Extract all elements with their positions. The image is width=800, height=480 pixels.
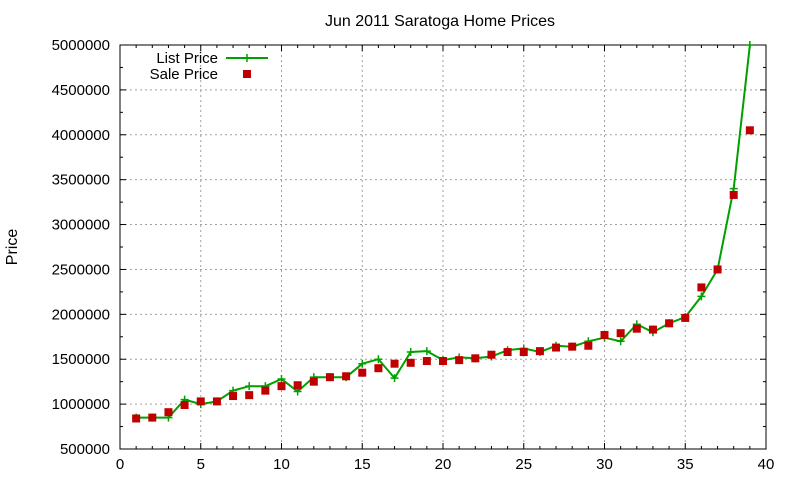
- list-price-point: [374, 355, 383, 364]
- y-tick-label: 3000000: [52, 217, 110, 234]
- sale-price-point: [164, 408, 173, 417]
- sale-price-point: [325, 373, 334, 382]
- sale-price-point: [439, 357, 447, 366]
- y-tick-label: 2000000: [52, 306, 110, 323]
- list-price-point: [277, 374, 286, 383]
- sale-price-point: [713, 265, 722, 274]
- sale-price-point: [180, 401, 189, 410]
- y-tick-label: 1500000: [52, 351, 110, 368]
- sale-price-point: [600, 330, 609, 339]
- series-layer: [132, 41, 754, 423]
- list-price-point: [745, 41, 754, 49]
- legend-swatch-sale-price: [243, 70, 251, 78]
- y-tick-label: 2500000: [52, 261, 110, 278]
- x-tick-label: 20: [435, 456, 452, 473]
- sale-price-point: [552, 343, 561, 352]
- chart-title: Jun 2011 Saratoga Home Prices: [325, 13, 555, 30]
- list-price-point: [697, 292, 706, 301]
- sale-price-point: [245, 391, 254, 400]
- sale-price-point: [148, 413, 157, 422]
- legend-label-sale-price: Sale Price: [150, 66, 218, 83]
- sale-price-point: [519, 348, 528, 357]
- x-tick-label: 30: [596, 456, 613, 473]
- sale-price-point: [212, 397, 221, 406]
- sale-price-point: [487, 350, 496, 359]
- sale-price-point: [309, 377, 318, 386]
- y-tick-label: 4500000: [52, 82, 110, 99]
- legend-marker-list-price: [243, 54, 251, 62]
- sale-price-point: [406, 358, 415, 367]
- sale-price-point: [358, 368, 367, 377]
- sale-price-point: [632, 324, 641, 333]
- x-tick-label: 0: [116, 456, 124, 473]
- plot-frame: [119, 44, 767, 450]
- sale-price-point: [422, 357, 431, 366]
- sale-price-point: [568, 342, 577, 351]
- x-tick-label: 35: [677, 456, 694, 473]
- list-price-point: [422, 347, 431, 356]
- y-tick-label: 5000000: [52, 37, 110, 54]
- grid-layer: [120, 45, 766, 449]
- sale-price-point: [535, 347, 544, 356]
- sale-price-point: [229, 392, 238, 401]
- sale-price-point: [132, 414, 141, 423]
- sale-price-point: [648, 325, 657, 334]
- list-price-point: [406, 348, 415, 357]
- sale-price-point: [697, 283, 706, 292]
- x-tick-label: 25: [515, 456, 532, 473]
- sale-price-point: [729, 190, 738, 199]
- sale-price-point: [503, 348, 512, 357]
- x-tick-label: 40: [758, 456, 775, 473]
- list-price-point: [616, 337, 625, 346]
- list-price-point: [390, 374, 399, 383]
- y-axis-label: Price: [4, 229, 21, 266]
- sale-price-point: [342, 372, 351, 381]
- sale-price-point: [374, 364, 383, 373]
- sale-price-point: [293, 381, 302, 390]
- sale-price-point: [681, 313, 690, 322]
- sale-price-point: [584, 341, 593, 350]
- list-price-point: [245, 382, 254, 391]
- axis-layer: 500000 1000000 1500000 2000000 2500000 300000…: [52, 37, 775, 473]
- sale-price-point: [745, 126, 754, 135]
- x-tick-label: 15: [354, 456, 371, 473]
- x-tick-label: 10: [273, 456, 290, 473]
- sale-price-point: [277, 382, 286, 391]
- sale-price-point: [665, 319, 674, 328]
- x-tick-label: 5: [197, 456, 205, 473]
- sale-price-point: [616, 329, 625, 338]
- y-tick-label: 3500000: [52, 172, 110, 189]
- sale-price-point: [471, 354, 480, 363]
- legend-label-list-price: List Price: [156, 50, 218, 67]
- sale-price-point: [390, 359, 399, 368]
- y-tick-label: 1000000: [52, 396, 110, 413]
- y-tick-label: 500000: [60, 441, 110, 458]
- sale-price-point: [261, 386, 270, 395]
- y-tick-label: 4000000: [52, 127, 110, 144]
- sale-price-point: [455, 356, 464, 365]
- sale-price-point: [196, 397, 205, 406]
- list-price-point: [358, 359, 367, 368]
